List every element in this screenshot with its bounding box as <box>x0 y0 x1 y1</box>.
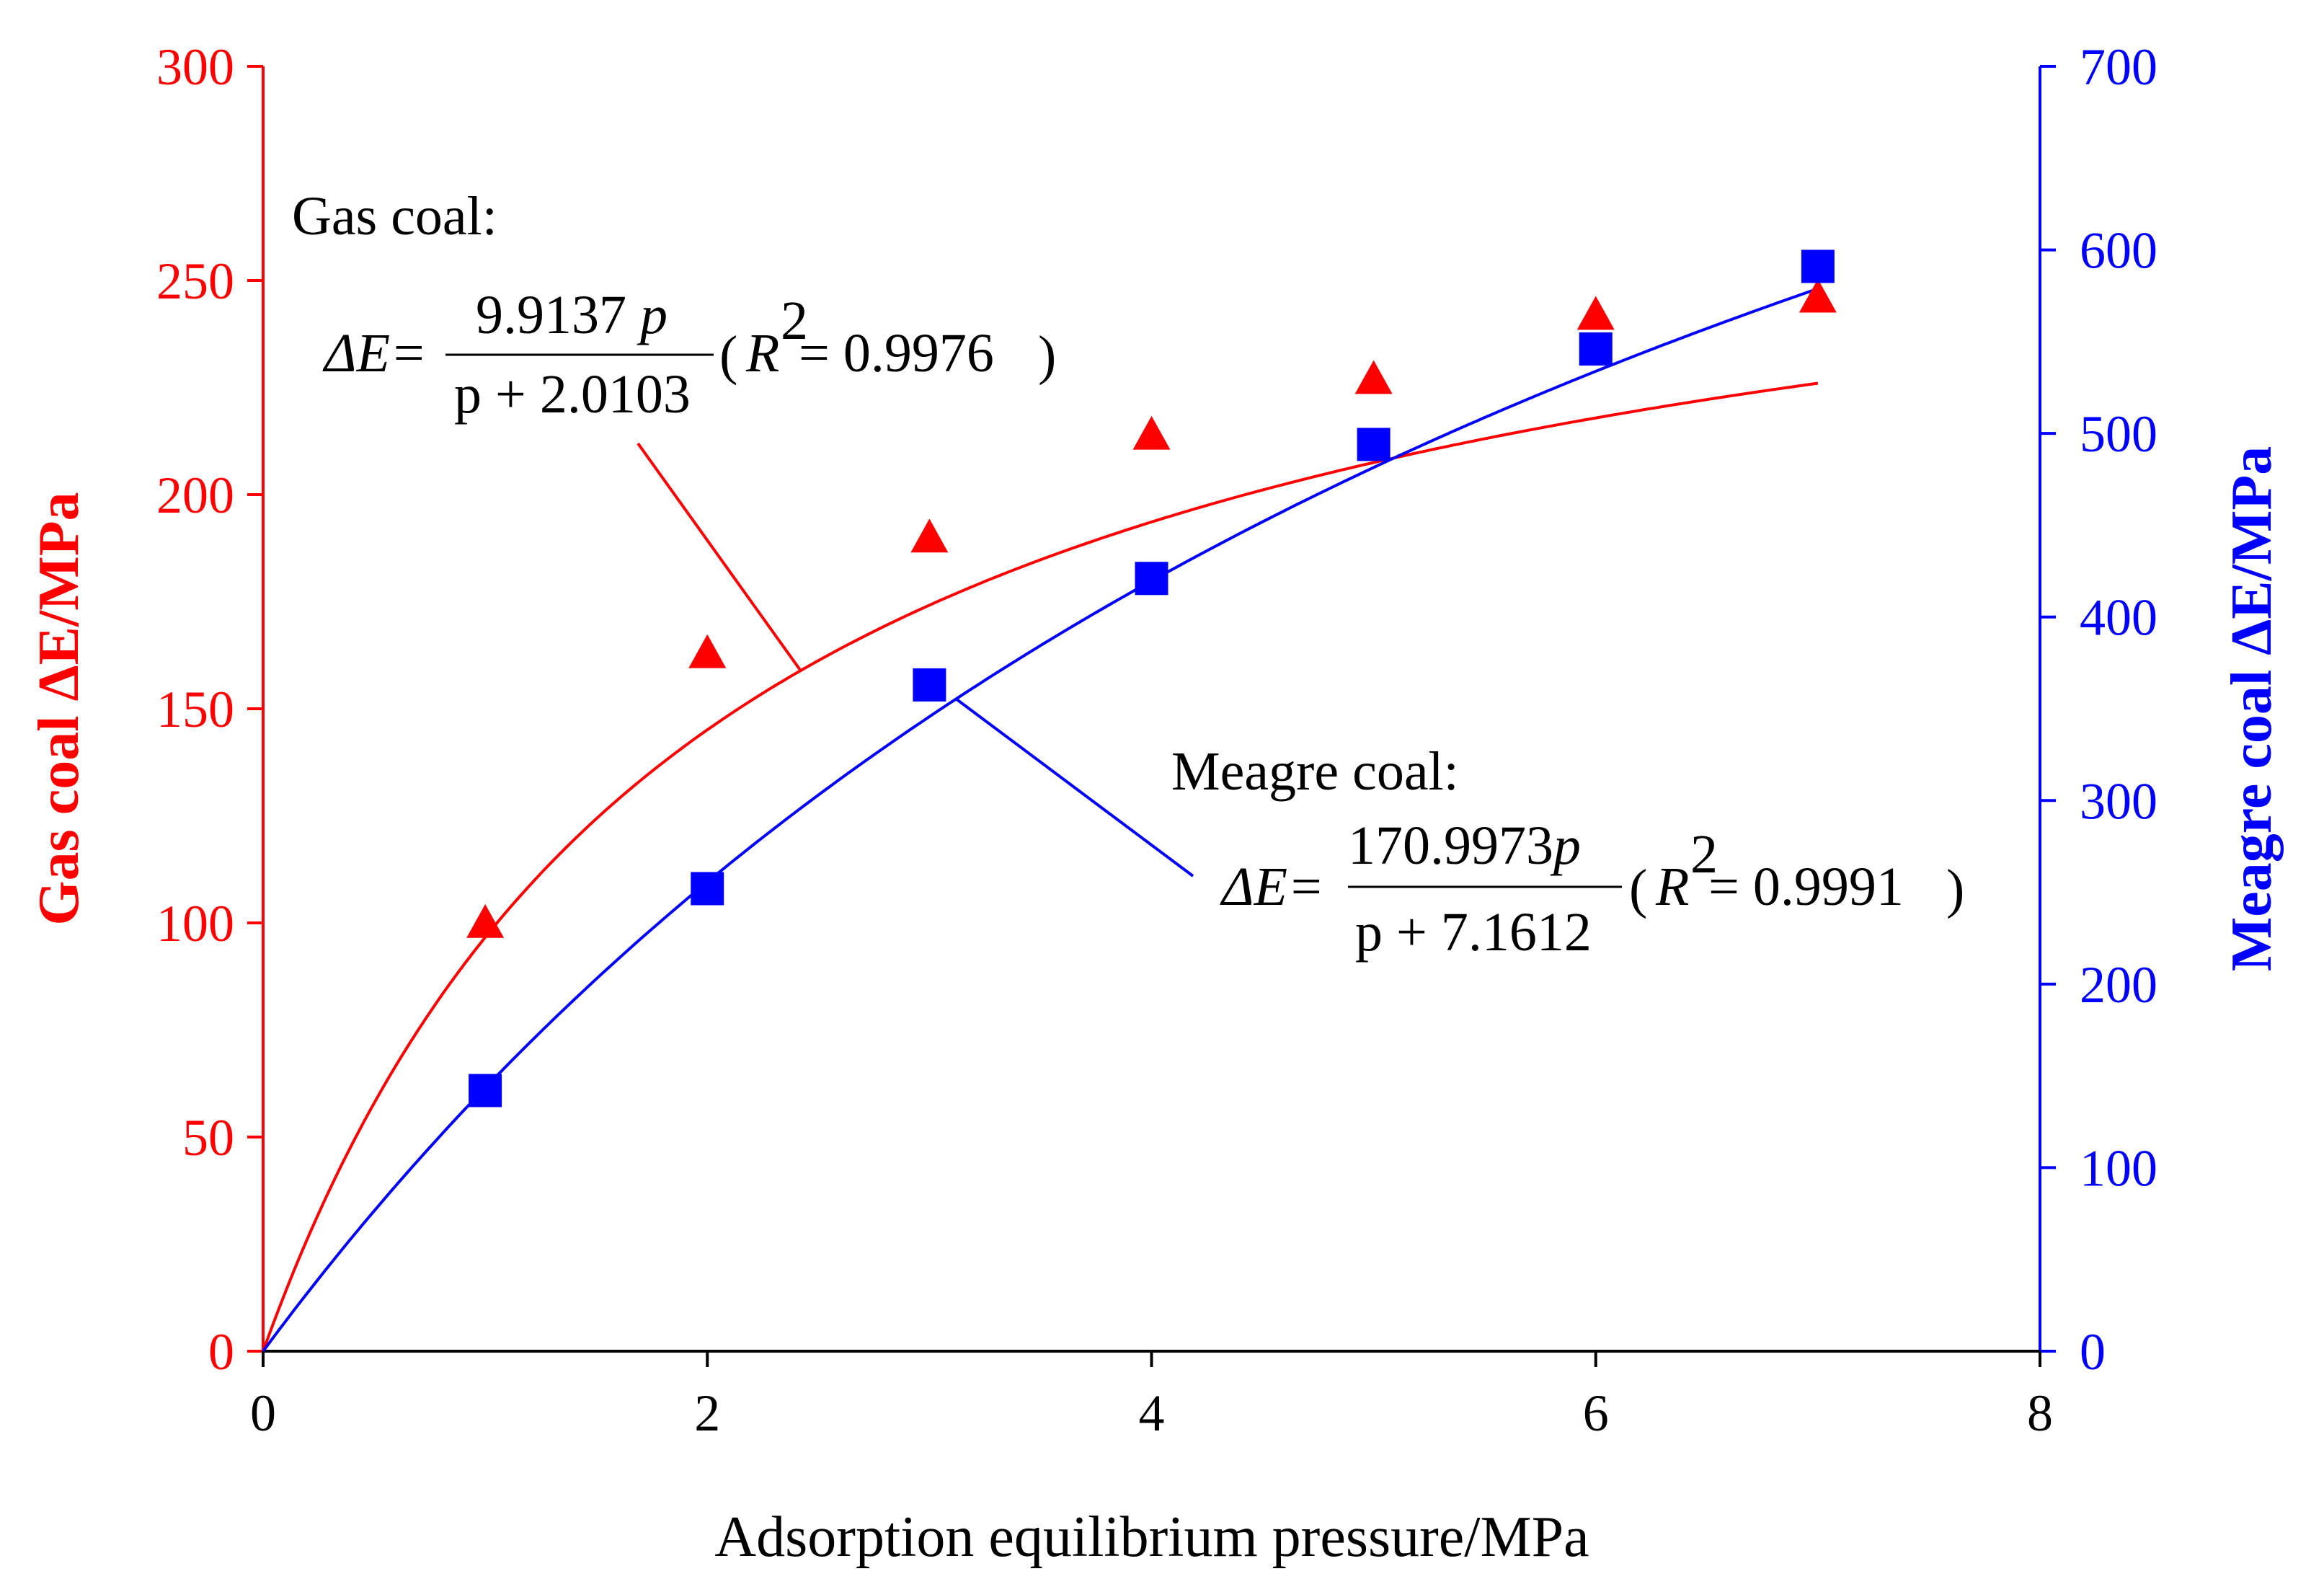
gas-coal-equation-denominator: p + 2.0103 <box>454 364 691 425</box>
right-tick-label: 0 <box>2080 1323 2106 1381</box>
meagre-coal-equation-lhs: ΔE= <box>1220 857 1324 917</box>
x-axis-title: Adsorption equilibrium pressure/MPa <box>714 1505 1589 1569</box>
meagre-coal-point <box>469 1074 502 1107</box>
meagre-coal-point <box>1357 428 1391 461</box>
gas-coal-point <box>466 904 505 938</box>
meagre-coal-point <box>913 668 946 702</box>
meagre-coal-r2-exponent: 2 <box>1690 824 1718 885</box>
meagre-coal-annotation: Meagre coal: ΔE= 170.9973p p + 7.1612 ( … <box>1171 741 1964 963</box>
meagre-coal-point <box>1135 562 1168 596</box>
gas-coal-equation-lhs: ΔE= <box>322 323 427 384</box>
right-tick-label: 600 <box>2080 222 2157 280</box>
left-tick-label: 100 <box>156 895 234 952</box>
right-axis-title: Meagre coal ΔE/MPa <box>2220 446 2284 971</box>
gas-coal-r2-open-paren: ( <box>719 325 737 386</box>
x-ticks: 0 2 4 6 8 <box>250 1351 2053 1442</box>
meagre-coal-point <box>691 872 724 906</box>
gas-coal-leader-line <box>637 442 802 672</box>
right-tick-label: 500 <box>2080 405 2157 463</box>
right-tick-label: 400 <box>2080 589 2157 647</box>
left-axis-title: Gas coal ΔE/MPa <box>27 492 91 925</box>
meagre-coal-annotation-title: Meagre coal: <box>1171 741 1459 802</box>
left-tick-label: 300 <box>156 38 234 96</box>
right-tick-label: 300 <box>2080 772 2157 830</box>
gas-coal-fit-curve <box>262 381 1819 1352</box>
gas-coal-point <box>1132 415 1171 450</box>
right-tick-label: 700 <box>2080 38 2157 96</box>
left-tick-label: 200 <box>156 466 234 524</box>
x-tick-label: 2 <box>694 1384 720 1442</box>
meagre-coal-fit-curve <box>262 287 1819 1353</box>
right-tick-label: 100 <box>2080 1139 2157 1197</box>
left-tick-label: 0 <box>208 1323 234 1381</box>
data-points <box>466 249 1837 1107</box>
left-ticks: 0 50 100 150 200 250 300 <box>156 38 263 1381</box>
left-tick-label: 250 <box>156 252 234 310</box>
x-tick-label: 8 <box>2027 1384 2053 1442</box>
meagre-coal-point <box>1579 332 1613 366</box>
gas-coal-r2-label: R <box>745 323 779 384</box>
gas-coal-r2-close-paren: ) <box>1038 325 1056 386</box>
gas-coal-r2-value: = 0.9976 <box>799 323 994 384</box>
meagre-coal-leader-line <box>955 697 1194 877</box>
gas-coal-point <box>1576 296 1615 330</box>
left-tick-label: 150 <box>156 681 234 738</box>
x-tick-label: 4 <box>1139 1384 1165 1442</box>
meagre-coal-equation-numerator: 170.9973p <box>1348 815 1581 876</box>
meagre-coal-equation-denominator: p + 7.1612 <box>1355 902 1592 963</box>
meagre-coal-r2-close-paren: ) <box>1946 859 1964 919</box>
x-tick-label: 0 <box>250 1384 276 1442</box>
meagre-coal-r2-value: = 0.9991 <box>1708 857 1904 917</box>
gas-coal-point <box>1799 278 1837 313</box>
meagre-coal-point <box>1801 249 1835 283</box>
x-tick-label: 6 <box>1583 1384 1609 1442</box>
left-tick-label: 50 <box>182 1109 234 1167</box>
gas-coal-point <box>1354 360 1393 394</box>
gas-coal-annotation-title: Gas coal: <box>292 186 497 247</box>
right-ticks: 0 100 200 300 400 500 600 700 <box>2040 38 2157 1381</box>
gas-coal-annotation: Gas coal: ΔE= 9.9137 p p + 2.0103 ( R 2 … <box>292 186 1056 425</box>
gas-coal-point <box>688 634 727 668</box>
meagre-coal-r2-label: R <box>1655 857 1689 917</box>
meagre-coal-r2-open-paren: ( <box>1629 859 1647 919</box>
right-tick-label: 200 <box>2080 956 2157 1014</box>
gas-coal-r2-exponent: 2 <box>781 291 808 351</box>
gas-coal-point <box>910 518 949 553</box>
gas-coal-equation-numerator: 9.9137 p <box>476 285 668 345</box>
